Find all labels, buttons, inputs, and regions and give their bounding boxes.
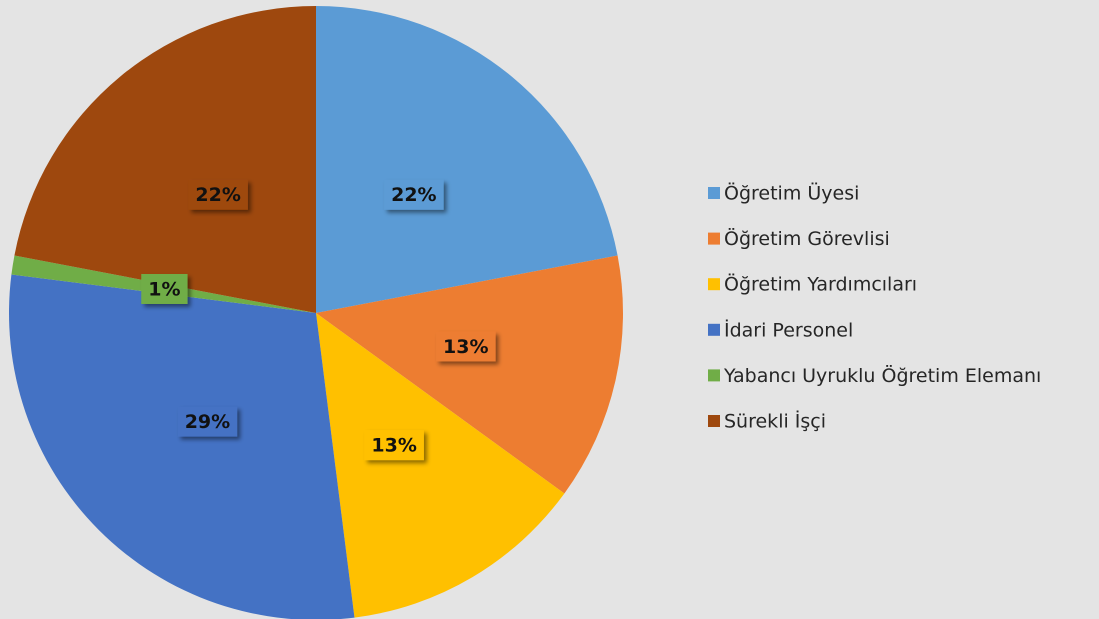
data-label-text: 22% xyxy=(391,184,436,206)
pie-slice xyxy=(316,255,623,494)
data-label: 22% xyxy=(384,179,444,210)
data-label: 1% xyxy=(141,273,188,304)
legend-swatch xyxy=(708,323,720,336)
legend-swatch xyxy=(708,278,720,291)
data-label-box xyxy=(364,430,424,461)
pie-slice xyxy=(316,313,565,618)
data-label: 13% xyxy=(364,430,424,461)
data-label-box xyxy=(188,179,248,210)
legend-label: Öğretim Görevlisi xyxy=(724,227,890,250)
data-label-box xyxy=(384,179,444,210)
data-label-box xyxy=(436,331,496,362)
data-label: 13% xyxy=(436,331,496,362)
data-label-box xyxy=(141,273,188,304)
data-label-text: 13% xyxy=(443,336,488,358)
legend-swatch xyxy=(708,415,720,427)
data-label-box xyxy=(177,406,238,437)
legend-swatch xyxy=(708,232,720,245)
data-label: 29% xyxy=(177,406,238,437)
data-label: 22% xyxy=(188,179,248,210)
data-label-text: 1% xyxy=(148,278,180,300)
pie-slice xyxy=(14,6,317,313)
data-label-text: 22% xyxy=(195,184,240,206)
legend-label: Sürekli İşçi xyxy=(724,410,826,433)
legend-swatch xyxy=(708,187,720,199)
legend-label: Öğretim Yardımcıları xyxy=(724,273,917,296)
data-label-text: 29% xyxy=(185,411,230,433)
pie-slice xyxy=(316,6,618,313)
legend-label: Yabancı Uyruklu Öğretim Elemanı xyxy=(723,364,1041,387)
legend-label: Öğretim Üyesi xyxy=(724,182,859,205)
legend-label: İdari Personel xyxy=(724,318,853,341)
pie-slice xyxy=(9,274,355,619)
data-label-text: 13% xyxy=(371,435,416,457)
legend-swatch xyxy=(708,369,720,382)
